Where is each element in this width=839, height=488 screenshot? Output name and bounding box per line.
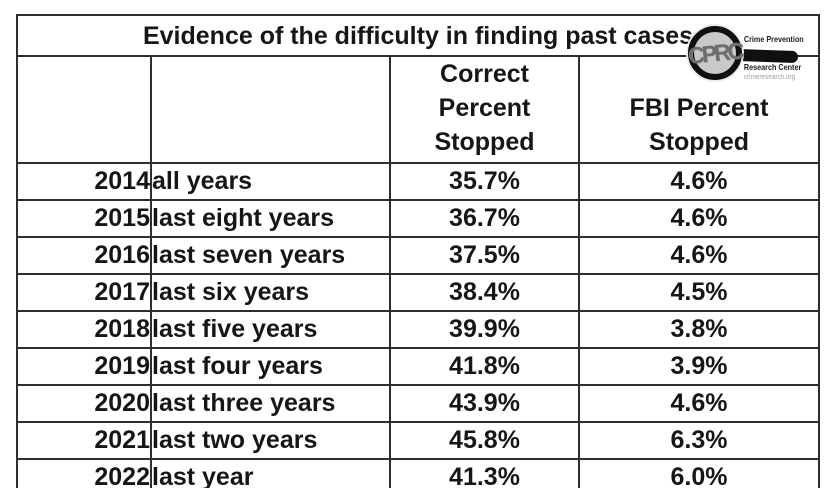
year-cell: 2021 xyxy=(16,421,152,460)
evidence-table: Evidence of the difficulty in finding pa… xyxy=(15,14,821,488)
span-cell: last seven years xyxy=(150,236,391,275)
logo-website: crimeresearch.org xyxy=(743,72,797,81)
span-cell: last two years xyxy=(150,421,391,460)
span-cell: all years xyxy=(150,162,391,201)
table-row: 2018 last five years 39.9% 3.8% xyxy=(16,310,821,349)
year-cell: 2016 xyxy=(16,236,152,275)
correct-percent-cell: 45.8% xyxy=(389,421,580,460)
table-row: 2016 last seven years 37.5% 4.6% xyxy=(16,236,821,275)
empty-header-cell xyxy=(16,55,152,164)
fbi-percent-cell: 3.9% xyxy=(577,347,821,386)
correct-percent-header: Correct Percent Stopped xyxy=(389,55,580,164)
span-cell: last four years xyxy=(150,347,391,386)
correct-percent-cell: 41.8% xyxy=(389,347,580,386)
table-row: 2022 last year 41.3% 6.0% xyxy=(16,458,821,488)
correct-percent-cell: 39.9% xyxy=(389,310,580,349)
correct-percent-cell: 35.7% xyxy=(389,162,580,201)
fbi-percent-cell: 3.8% xyxy=(577,310,821,349)
magnifier-handle-icon xyxy=(735,48,799,64)
year-cell: 2022 xyxy=(16,458,152,488)
year-cell: 2014 xyxy=(16,162,152,201)
year-cell: 2018 xyxy=(16,310,152,349)
year-cell: 2020 xyxy=(16,384,152,423)
correct-percent-cell: 43.9% xyxy=(389,384,580,423)
fbi-percent-cell: 6.0% xyxy=(577,458,821,488)
empty-header-cell xyxy=(150,55,391,164)
table-row: 2015 last eight years 36.7% 4.6% xyxy=(16,199,821,238)
year-cell: 2015 xyxy=(16,199,152,238)
fbi-percent-cell: 4.6% xyxy=(577,384,821,423)
table-row: 2021 last two years 45.8% 6.3% xyxy=(16,421,821,460)
span-cell: last six years xyxy=(150,273,391,312)
correct-percent-cell: 36.7% xyxy=(389,199,580,238)
fbi-percent-cell: 6.3% xyxy=(577,421,821,460)
table-row: 2020 last three years 43.9% 4.6% xyxy=(16,384,821,423)
span-cell: last eight years xyxy=(150,199,391,238)
fbi-percent-cell: 4.5% xyxy=(577,273,821,312)
column-header-row: Correct Percent Stopped FBI Percent Stop… xyxy=(16,55,821,164)
span-cell: last five years xyxy=(150,310,391,349)
correct-percent-cell: 41.3% xyxy=(389,458,580,488)
fbi-percent-cell: 4.6% xyxy=(577,236,821,275)
table-row: 2017 last six years 38.4% 4.5% xyxy=(16,273,821,312)
table-row: 2014 all years 35.7% 4.6% xyxy=(16,162,821,201)
year-cell: 2019 xyxy=(16,347,152,386)
logo-org-name-line1: Crime Prevention xyxy=(743,34,805,44)
page-title: Evidence of the difficulty in finding pa… xyxy=(15,14,821,57)
title-row: Evidence of the difficulty in finding pa… xyxy=(15,14,821,57)
cprc-logo: CPRC Crime Prevention Research Center cr… xyxy=(686,22,820,84)
fbi-percent-cell: 4.6% xyxy=(577,162,821,201)
year-cell: 2017 xyxy=(16,273,152,312)
correct-percent-cell: 38.4% xyxy=(389,273,580,312)
logo-org-name-line2: Research Center xyxy=(743,62,803,72)
span-cell: last three years xyxy=(150,384,391,423)
magnifier-lens-icon: CPRC xyxy=(687,26,743,80)
fbi-percent-cell: 4.6% xyxy=(577,199,821,238)
table-row: 2019 last four years 41.8% 3.9% xyxy=(16,347,821,386)
span-cell: last year xyxy=(150,458,391,488)
correct-percent-cell: 37.5% xyxy=(389,236,580,275)
logo-acronym: CPRC xyxy=(687,36,743,69)
